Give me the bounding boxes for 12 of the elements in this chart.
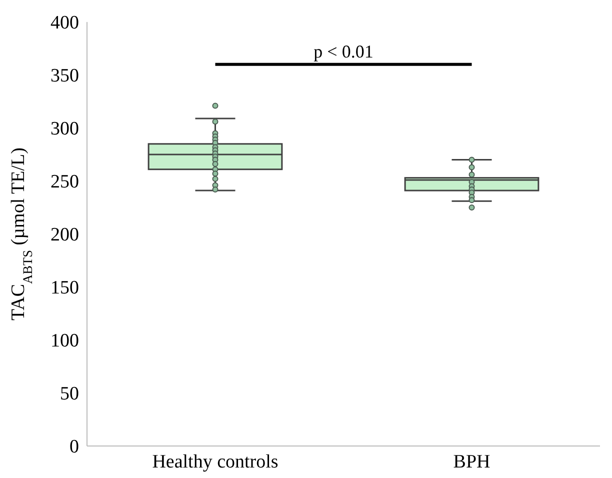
y-tick-label: 50 bbox=[60, 384, 79, 405]
y-tick-label: 350 bbox=[50, 66, 79, 87]
annotation: p < 0.01 bbox=[314, 41, 374, 62]
y-tick-label: 300 bbox=[50, 118, 79, 140]
y-tick-label: 200 bbox=[50, 224, 79, 246]
x-tick-label: BPH bbox=[453, 451, 491, 472]
y-tick-label: 250 bbox=[50, 172, 79, 193]
y-tick-label: 0 bbox=[70, 436, 79, 458]
x-tick-label: Healthy controls bbox=[152, 451, 278, 472]
y-tick-label: 150 bbox=[50, 278, 79, 299]
y-tick-label: 400 bbox=[50, 12, 79, 34]
y-tick-label: 100 bbox=[50, 330, 79, 352]
